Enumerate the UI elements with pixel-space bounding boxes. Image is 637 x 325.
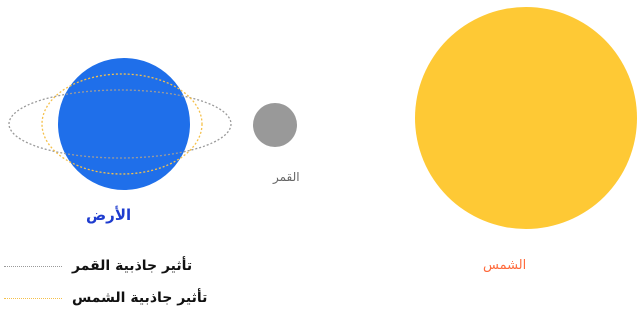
- moon: [253, 103, 297, 147]
- legend-moon-label: تأثير جاذبية القمر: [72, 258, 193, 274]
- sun-tidal-bulge: [41, 73, 203, 175]
- sun-label: الشمس: [483, 258, 527, 273]
- legend-sun-label: تأثير جاذبية الشمس: [72, 290, 208, 306]
- moon-tidal-bulge: [8, 89, 232, 159]
- earth-label: الأرض: [86, 206, 132, 224]
- earth: [58, 58, 190, 190]
- legend-moon-line: [4, 265, 62, 267]
- legend-sun-line: [4, 297, 62, 299]
- legend-sun-tide: تأثير جاذبية الشمس: [4, 288, 207, 308]
- sun: [415, 7, 637, 229]
- legend-moon-tide: تأثير جاذبية القمر: [4, 256, 192, 276]
- moon-label: القمر: [273, 170, 300, 184]
